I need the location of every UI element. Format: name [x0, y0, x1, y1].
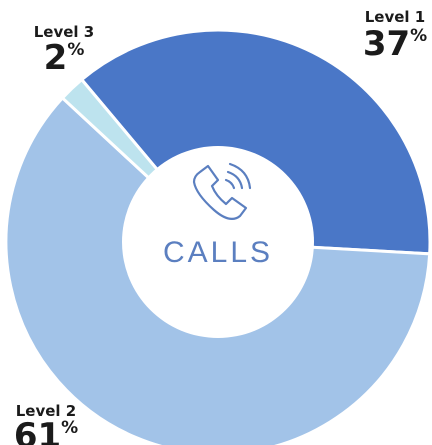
value-unit: % — [67, 40, 84, 60]
value-unit: % — [410, 26, 427, 46]
value-label: 2% — [44, 38, 85, 78]
center-label: CALLS — [163, 236, 273, 269]
value-unit: % — [61, 418, 78, 438]
value-label: 61% — [14, 416, 78, 445]
donut-hole — [122, 146, 314, 338]
slice-label: Level 2 — [16, 402, 76, 420]
slice-label: Level 3 — [34, 23, 94, 41]
value-number: 2 — [44, 38, 68, 78]
value-label: 37% — [363, 24, 427, 64]
value-number: 61 — [14, 416, 61, 445]
value-number: 37 — [363, 24, 410, 64]
labels: Level 137%Level 261%Level 32% — [14, 8, 427, 445]
phone-icon — [192, 162, 252, 221]
slice-label: Level 1 — [365, 8, 425, 26]
slices — [4, 28, 432, 445]
